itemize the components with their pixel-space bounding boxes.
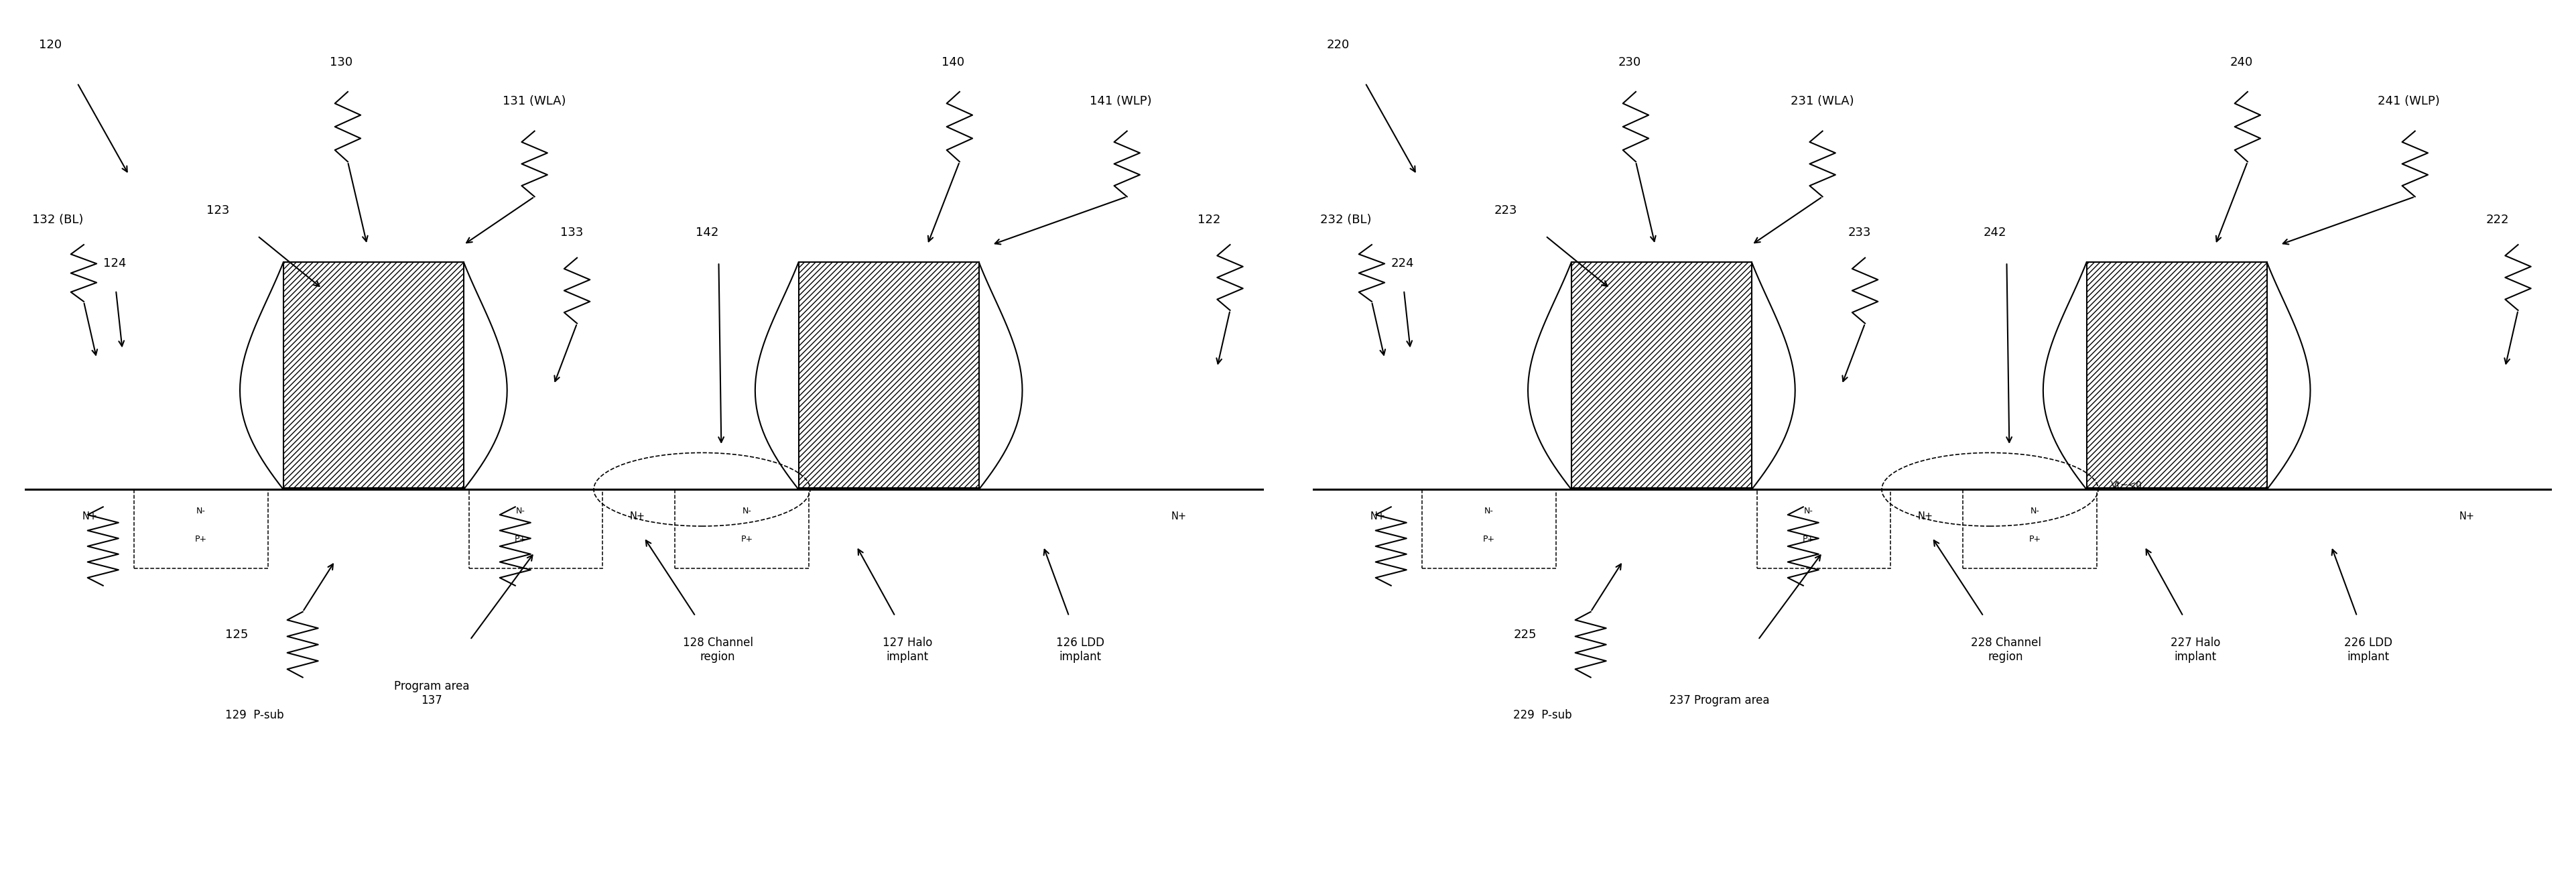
- Text: 229  P-sub: 229 P-sub: [1515, 709, 1571, 721]
- Text: 140: 140: [943, 56, 963, 68]
- Bar: [1571, 262, 1752, 488]
- Bar: [1757, 489, 1891, 568]
- Text: 128 Channel
region: 128 Channel region: [683, 636, 752, 662]
- Text: 231 (WLA): 231 (WLA): [1790, 95, 1855, 108]
- Text: 220: 220: [1327, 38, 1350, 51]
- Text: 225: 225: [1515, 628, 1535, 641]
- Text: 223: 223: [1494, 205, 1517, 217]
- Bar: [675, 489, 809, 568]
- Text: 132 (BL): 132 (BL): [33, 213, 82, 225]
- Text: P+: P+: [515, 535, 526, 544]
- Text: P+: P+: [1484, 535, 1494, 544]
- Text: P+: P+: [2030, 535, 2040, 544]
- Bar: [799, 262, 979, 488]
- Text: N+: N+: [631, 511, 644, 522]
- Text: 127 Halo
implant: 127 Halo implant: [884, 636, 933, 662]
- Text: 233: 233: [1850, 226, 1870, 239]
- Text: P+: P+: [196, 535, 206, 544]
- Text: 222: 222: [2486, 213, 2509, 225]
- Text: 227 Halo
implant: 227 Halo implant: [2172, 636, 2221, 662]
- Text: N-: N-: [196, 507, 206, 516]
- Text: N+: N+: [2460, 511, 2473, 522]
- Text: 230: 230: [1618, 56, 1641, 68]
- Text: Vt~<0: Vt~<0: [2112, 481, 2143, 489]
- Text: 228 Channel
region: 228 Channel region: [1971, 636, 2040, 662]
- Text: 124: 124: [103, 257, 126, 269]
- Text: 232 (BL): 232 (BL): [1319, 213, 1370, 225]
- Text: N-: N-: [515, 507, 526, 516]
- Text: 226 LDD
implant: 226 LDD implant: [2344, 636, 2393, 662]
- Text: N-: N-: [1484, 507, 1494, 516]
- Text: N+: N+: [1172, 511, 1185, 522]
- Bar: [134, 489, 268, 568]
- Text: P+: P+: [1803, 535, 1814, 544]
- Text: 241 (WLP): 241 (WLP): [2378, 95, 2439, 108]
- Text: 237 Program area: 237 Program area: [1669, 694, 1770, 706]
- Text: 131 (WLA): 131 (WLA): [502, 95, 567, 108]
- Text: 120: 120: [39, 38, 62, 51]
- Text: N+: N+: [1370, 511, 1386, 522]
- Bar: [469, 489, 603, 568]
- Text: 130: 130: [330, 56, 353, 68]
- Text: 224: 224: [1391, 257, 1414, 269]
- Text: N+: N+: [82, 511, 98, 522]
- Bar: [283, 262, 464, 488]
- Bar: [1422, 489, 1556, 568]
- Bar: [2087, 262, 2267, 488]
- Text: 129  P-sub: 129 P-sub: [227, 709, 283, 721]
- Text: Program area
137: Program area 137: [394, 680, 469, 706]
- Text: P+: P+: [742, 535, 752, 544]
- Text: 122: 122: [1198, 213, 1221, 225]
- Text: 123: 123: [206, 205, 229, 217]
- Text: 242: 242: [1984, 226, 2007, 239]
- Text: 126 LDD
implant: 126 LDD implant: [1056, 636, 1105, 662]
- Text: 133: 133: [562, 226, 582, 239]
- Text: N-: N-: [1803, 507, 1814, 516]
- Text: 141 (WLP): 141 (WLP): [1090, 95, 1151, 108]
- Text: 142: 142: [696, 226, 719, 239]
- Text: N-: N-: [2030, 507, 2040, 516]
- Text: N-: N-: [742, 507, 752, 516]
- Text: 240: 240: [2231, 56, 2251, 68]
- Bar: [1963, 489, 2097, 568]
- Text: N+: N+: [1919, 511, 1932, 522]
- Text: 125: 125: [227, 628, 247, 641]
